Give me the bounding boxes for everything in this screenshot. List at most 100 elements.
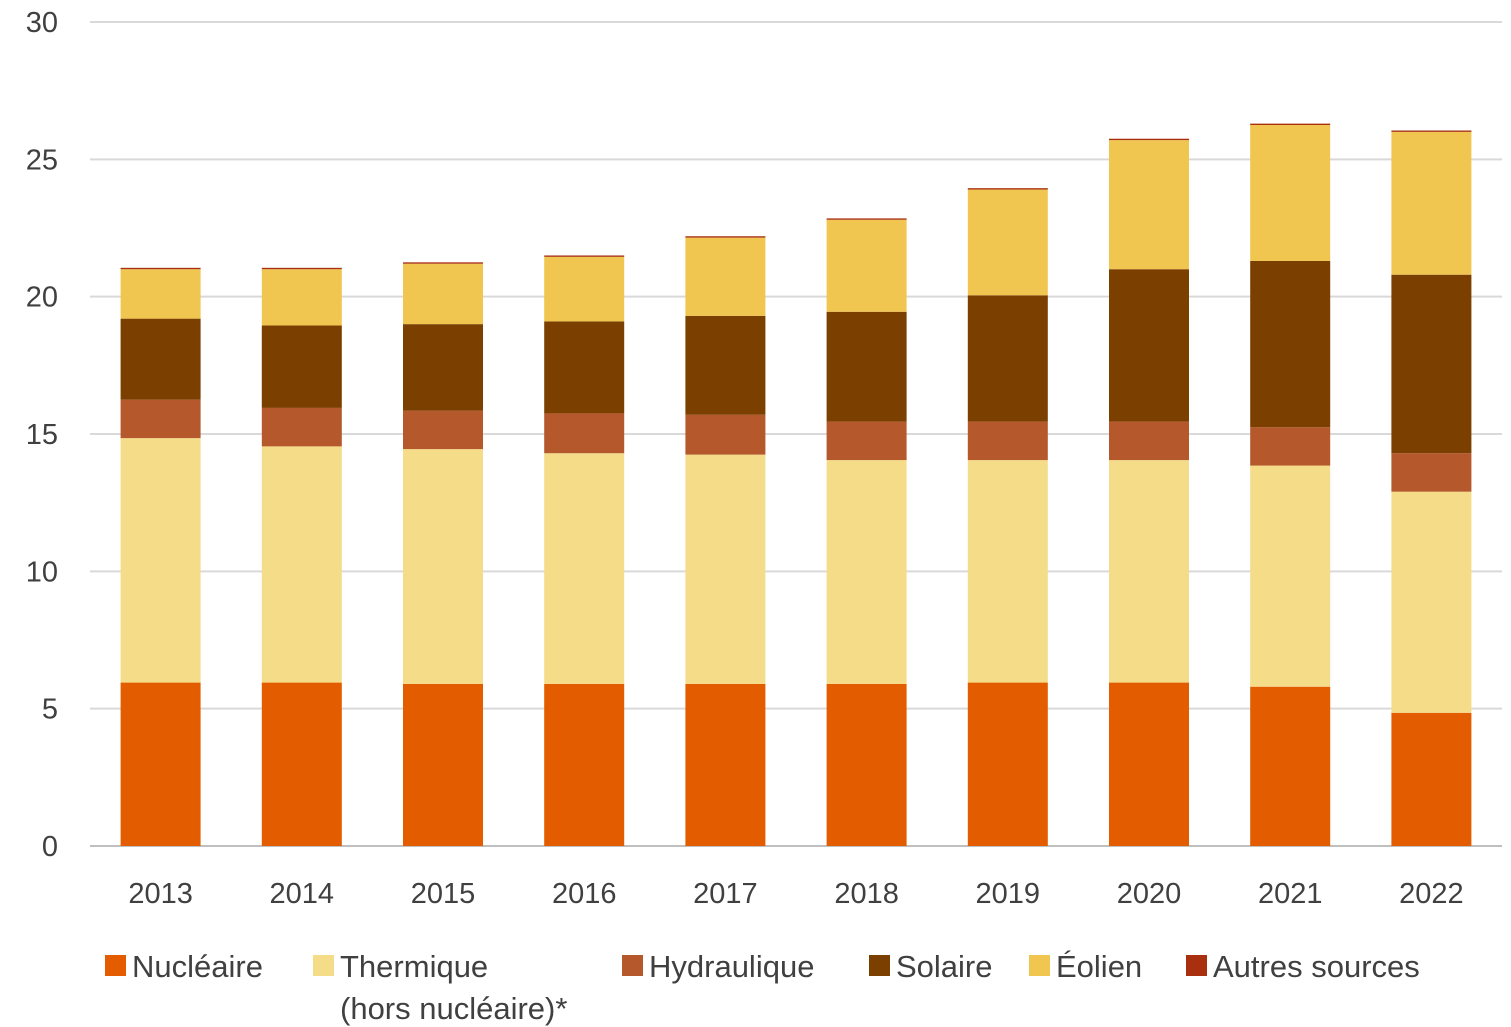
x-tick-label: 2013 <box>128 878 193 910</box>
bars <box>120 123 1472 846</box>
legend-item: Thermique (hors nucléaire)* <box>313 949 567 1026</box>
bar-segment <box>1109 140 1189 270</box>
legend-label-line2: (hors nucléaire)* <box>340 991 567 1026</box>
legend-swatch <box>622 955 643 976</box>
axis-labels: 0 5 10 15 20 25 30 2013 2014 2015 2016 2017 2018 2019… <box>26 7 1464 910</box>
bar-stack-2017 <box>685 236 766 846</box>
legend-item: Nucléaire <box>105 949 263 984</box>
bar-segment <box>403 263 483 325</box>
bar-segment <box>544 453 625 684</box>
bar-segment <box>1391 130 1472 132</box>
legend-item: Hydraulique <box>622 949 814 984</box>
bar-segment <box>1109 269 1189 422</box>
bar-stack-2022 <box>1391 130 1472 846</box>
bar-segment <box>120 682 201 846</box>
bar-segment <box>261 325 342 408</box>
legend-swatch <box>313 955 334 976</box>
y-tick-label: 5 <box>42 694 58 726</box>
bar-segment <box>1250 686 1331 846</box>
bar-segment <box>120 318 201 400</box>
bar-segment <box>403 410 483 450</box>
y-tick-label: 25 <box>26 144 58 176</box>
bar-segment <box>261 407 342 447</box>
y-tick-label: 15 <box>26 419 58 451</box>
legend: Nucléaire Thermique (hors nucléaire)* Hydra… <box>105 949 1420 1026</box>
legend-swatch <box>1186 955 1207 976</box>
bar-segment <box>685 414 766 455</box>
bar-stack-2015 <box>403 262 483 846</box>
bar-segment <box>544 256 625 322</box>
bar-segment <box>1250 125 1331 261</box>
x-tick-label: 2021 <box>1258 878 1323 910</box>
x-tick-label: 2022 <box>1399 878 1464 910</box>
x-tick-label: 2017 <box>693 878 758 910</box>
bar-segment <box>1391 131 1472 275</box>
bar-stack-2014 <box>261 267 342 846</box>
bar-segment <box>261 269 342 326</box>
legend-label: Autres sources <box>1213 949 1420 984</box>
bar-segment <box>967 421 1048 461</box>
x-tick-label: 2014 <box>270 878 335 910</box>
bar-segment <box>1391 491 1472 713</box>
bar-segment <box>1109 421 1189 461</box>
x-tick-label: 2018 <box>834 878 899 910</box>
bar-segment <box>403 683 483 846</box>
bar-segment <box>1391 274 1472 454</box>
bar-segment <box>544 683 625 846</box>
bar-segment <box>967 460 1048 683</box>
y-tick-label: 10 <box>26 556 58 588</box>
legend-swatch <box>1029 955 1050 976</box>
bar-segment <box>261 267 342 270</box>
bar-segment <box>544 413 625 454</box>
x-tick-label: 2020 <box>1117 878 1182 910</box>
bar-segment <box>1109 460 1189 683</box>
legend-swatch <box>869 955 890 976</box>
bar-segment <box>120 267 201 270</box>
bar-stack-2019 <box>967 188 1048 846</box>
bar-segment <box>685 683 766 846</box>
bar-segment <box>544 255 625 257</box>
bar-segment <box>261 446 342 683</box>
bar-segment <box>826 683 907 846</box>
legend-label: Éolien <box>1056 949 1142 984</box>
bar-segment <box>1250 123 1331 125</box>
bar-segment <box>967 295 1048 422</box>
bar-segment <box>826 421 907 461</box>
bar-segment <box>544 321 625 414</box>
x-tick-label: 2016 <box>552 878 617 910</box>
bar-segment <box>685 237 766 316</box>
bar-segment <box>826 219 907 312</box>
bar-segment <box>685 236 766 238</box>
legend-label: Hydraulique <box>649 949 814 984</box>
bar-stack-2018 <box>826 218 907 846</box>
legend-item: Éolien <box>1029 949 1142 984</box>
x-tick-label: 2019 <box>976 878 1041 910</box>
y-tick-label: 20 <box>26 282 58 314</box>
bar-segment <box>967 682 1048 846</box>
bar-segment <box>685 315 766 415</box>
bar-segment <box>403 449 483 684</box>
legend-label: Nucléaire <box>132 949 263 984</box>
bar-segment <box>826 218 907 220</box>
bar-segment <box>1109 138 1189 141</box>
legend-item: Autres sources <box>1186 949 1420 984</box>
bar-segment <box>403 324 483 411</box>
x-tick-label: 2015 <box>411 878 476 910</box>
bar-stack-2013 <box>120 267 201 846</box>
bar-segment <box>967 189 1048 296</box>
y-tick-label: 30 <box>26 7 58 39</box>
legend-swatch <box>105 955 126 976</box>
bar-segment <box>261 682 342 846</box>
bar-stack-2016 <box>544 255 625 846</box>
legend-item: Solaire <box>869 949 993 984</box>
bar-segment <box>1250 465 1331 687</box>
bar-segment <box>1391 453 1472 492</box>
legend-label: Solaire <box>896 949 993 984</box>
bar-segment <box>403 262 483 264</box>
bar-stack-2020 <box>1109 138 1189 846</box>
bar-segment <box>120 438 201 683</box>
bar-segment <box>685 454 766 684</box>
bar-segment <box>1250 427 1331 466</box>
bar-segment <box>967 188 1048 190</box>
